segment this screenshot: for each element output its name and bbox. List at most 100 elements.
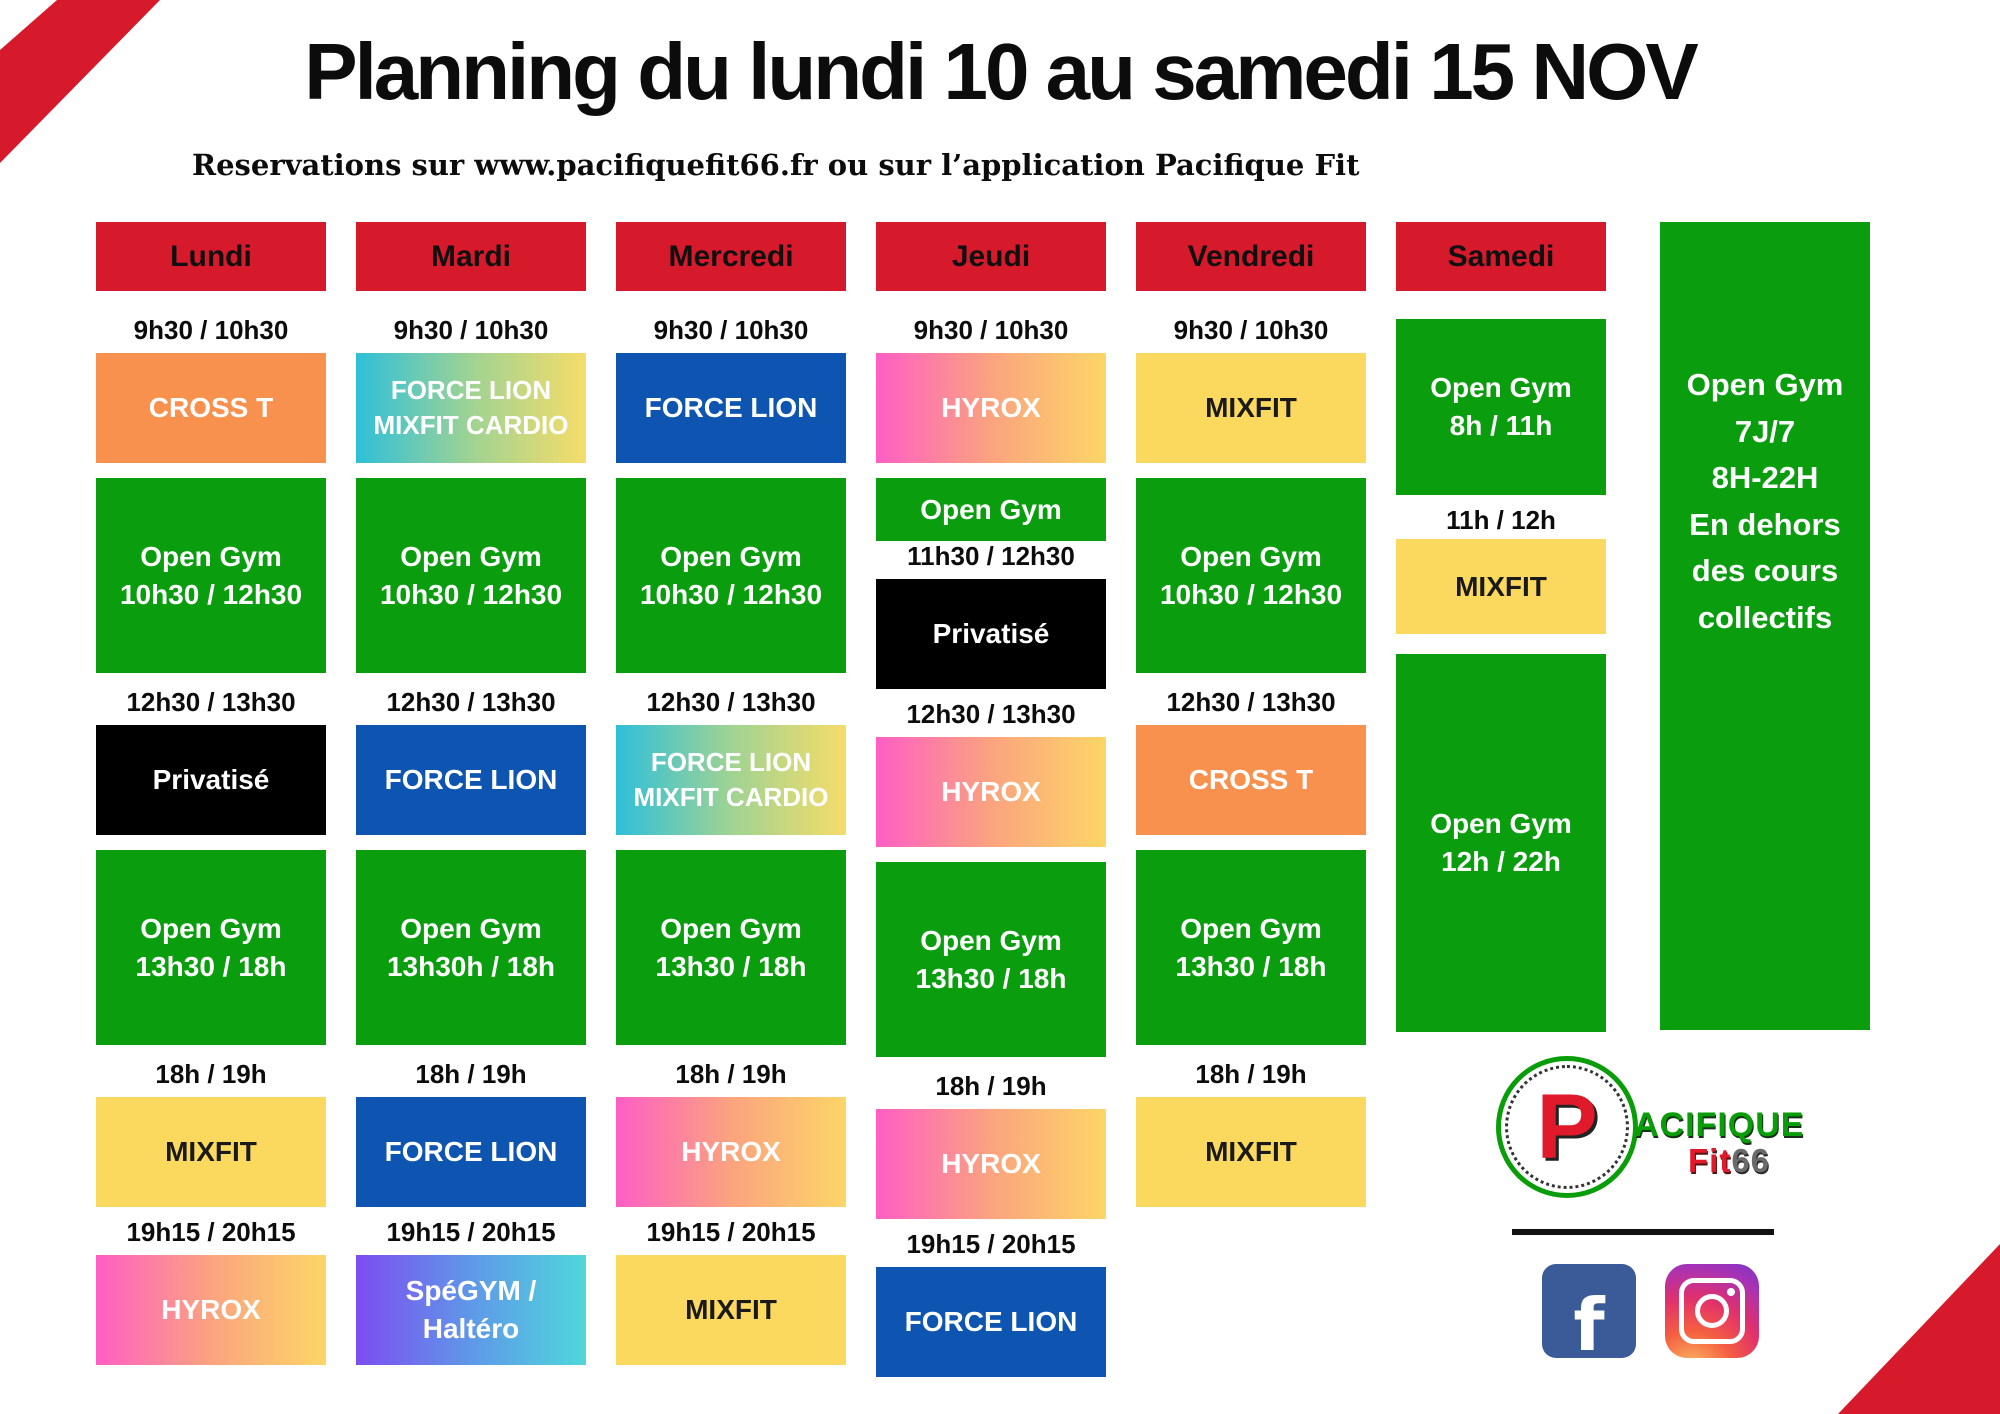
cell-line: 13h30h / 18h: [386, 950, 556, 982]
instagram-flash-dot: [1727, 1288, 1735, 1296]
cell-line: Open Gym: [660, 540, 802, 572]
bottom-right-corner-accent: [1838, 1244, 2000, 1414]
time-label: 12h30 / 13h30: [646, 687, 816, 717]
schedule-cell: Privatisé: [876, 579, 1106, 689]
schedule-cell: Open Gym 10h30 / 12h30: [616, 478, 846, 673]
day-column-lundi: Lundi 9h30 / 10h30 CROSS T Open Gym 10h30 / …: [96, 222, 326, 1365]
day-column-mardi: Mardi 9h30 / 10h30 FORCE LION MIXFIT CARDIO…: [356, 222, 586, 1365]
schedule-cell: MIXFIT: [96, 1097, 326, 1207]
time-label: 11h / 12h: [1446, 505, 1556, 535]
cell-line: FORCE LION: [650, 746, 812, 777]
logo-66-text: 66: [1731, 1142, 1771, 1179]
logo-wordmark: ACIFIQUE: [1634, 1106, 1805, 1144]
time-label: 12h30 / 13h30: [906, 699, 1076, 729]
cell-line: HYROX: [161, 1294, 261, 1326]
schedule-cell: Open Gym: [876, 478, 1106, 541]
cell-line: HYROX: [681, 1136, 781, 1168]
time-label: 18h / 19h: [1195, 1059, 1307, 1089]
schedule-cell: HYROX: [876, 737, 1106, 847]
time-label: 18h / 19h: [415, 1059, 527, 1089]
time-label: 11h30 / 12h30: [907, 541, 1075, 571]
schedule-cell: MIXFIT: [616, 1255, 846, 1365]
cell-line: FORCE LION: [644, 392, 818, 424]
cell-line: 10h30 / 12h30: [1159, 578, 1343, 610]
cell-line: 10h30 / 12h30: [379, 578, 563, 610]
cell-line: Open Gym: [140, 540, 282, 572]
schedule-cell: CROSS T: [96, 353, 326, 463]
cell-line: MIXFIT: [1205, 392, 1297, 424]
day-column-vendredi: Vendredi 9h30 / 10h30 MIXFIT Open Gym 10h30 …: [1136, 222, 1366, 1207]
cell-line: Open Gym: [920, 493, 1062, 525]
schedule-cell: Open Gym 13h30 / 18h: [876, 862, 1106, 1057]
schedule-cell: Open Gym 13h30h / 18h: [356, 850, 586, 1045]
cell-line: SpéGYM /: [405, 1275, 537, 1307]
panel-line: Open Gym: [1686, 367, 1844, 402]
schedule-cell: FORCE LION: [356, 1097, 586, 1207]
time-label: 18h / 19h: [155, 1059, 267, 1089]
panel-line: 7J/7: [1734, 413, 1796, 449]
schedule-cell: Privatisé: [96, 725, 326, 835]
reservation-note: Reservations sur www.pacifiquefit66.fr o…: [192, 148, 1360, 182]
schedule-cell: Open Gym 13h30 / 18h: [96, 850, 326, 1045]
time-label: 9h30 / 10h30: [913, 315, 1069, 345]
logo-fit-text: Fit: [1688, 1142, 1732, 1179]
instagram-icon: [1665, 1264, 1759, 1358]
time-label: 19h15 / 20h15: [906, 1229, 1076, 1259]
schedule-cell: Open Gym 10h30 / 12h30: [356, 478, 586, 673]
cell-line: MIXFIT CARDIO: [373, 410, 569, 440]
cell-line: 13h30 / 18h: [135, 950, 287, 982]
cell-line: MIXFIT: [685, 1294, 777, 1326]
cell-line: CROSS T: [148, 392, 274, 424]
cell-line: HYROX: [941, 776, 1041, 808]
cell-line: Open Gym: [1180, 912, 1322, 944]
schedule-cell: FORCE LION: [616, 353, 846, 463]
time-label: 12h30 / 13h30: [126, 687, 296, 717]
cell-line: MIXFIT: [165, 1136, 257, 1168]
schedule-cell: Open Gym 12h / 22h: [1396, 654, 1606, 1032]
day-column-samedi: Samedi Open Gym 8h / 11h 11h / 12h MIXFIT Ope…: [1396, 222, 1606, 1032]
cell-line: CROSS T: [1188, 764, 1314, 796]
cell-line: FORCE LION: [390, 374, 552, 405]
time-label: 9h30 / 10h30: [1173, 315, 1329, 345]
time-label: 19h15 / 20h15: [126, 1217, 296, 1247]
cell-line: MIXFIT CARDIO: [633, 782, 829, 812]
schedule-cell: MIXFIT: [1136, 1097, 1366, 1207]
cell-line: Haltéro: [422, 1313, 520, 1344]
schedule-cell: SpéGYM / Haltéro: [356, 1255, 586, 1365]
schedule-cell: CROSS T: [1136, 725, 1366, 835]
day-header: Mardi: [356, 222, 586, 291]
schedule-cell: MIXFIT: [1396, 539, 1606, 634]
time-label: 9h30 / 10h30: [653, 315, 809, 345]
time-label: 19h15 / 20h15: [386, 1217, 556, 1247]
day-header: Mercredi: [616, 222, 846, 291]
cell-line: Open Gym: [400, 540, 542, 572]
cell-line: MIXFIT: [1205, 1136, 1297, 1168]
day-column-jeudi: Jeudi 9h30 / 10h30 HYROX Open Gym 11h30 / 12…: [876, 222, 1106, 1377]
day-header: Jeudi: [876, 222, 1106, 291]
panel-line: collectifs: [1697, 599, 1833, 635]
panel-line: En dehors: [1689, 506, 1841, 542]
cell-line: HYROX: [941, 392, 1041, 424]
schedule-cell: FORCE LION: [876, 1267, 1106, 1377]
cell-line: 13h30 / 18h: [915, 962, 1067, 994]
day-header: Samedi: [1396, 222, 1606, 291]
cell-line: 8h / 11h: [1449, 410, 1553, 441]
facebook-glyph: f: [1573, 1283, 1605, 1358]
time-label: 9h30 / 10h30: [133, 315, 289, 345]
cell-line: HYROX: [941, 1148, 1041, 1180]
schedule-cell: HYROX: [876, 1109, 1106, 1219]
instagram-camera-glyph: [1679, 1278, 1745, 1344]
cell-line: 12h / 22h: [1441, 846, 1561, 877]
cell-line: FORCE LION: [904, 1306, 1078, 1338]
schedule-cell: Open Gym 13h30 / 18h: [1136, 850, 1366, 1045]
schedule-cell: Open Gym 10h30 / 12h30: [1136, 478, 1366, 673]
cell-line: MIXFIT: [1455, 570, 1547, 602]
schedule-cell: FORCE LION MIXFIT CARDIO: [616, 725, 846, 835]
schedule-cell: MIXFIT: [1136, 353, 1366, 463]
time-label: 18h / 19h: [935, 1071, 1047, 1101]
cell-line: Privatisé: [152, 764, 270, 796]
logo-wordmark-sub: Fit66: [1688, 1142, 1770, 1180]
schedule-cell: HYROX: [876, 353, 1106, 463]
time-label: 19h15 / 20h15: [646, 1217, 816, 1247]
cell-line: 10h30 / 12h30: [639, 578, 823, 610]
